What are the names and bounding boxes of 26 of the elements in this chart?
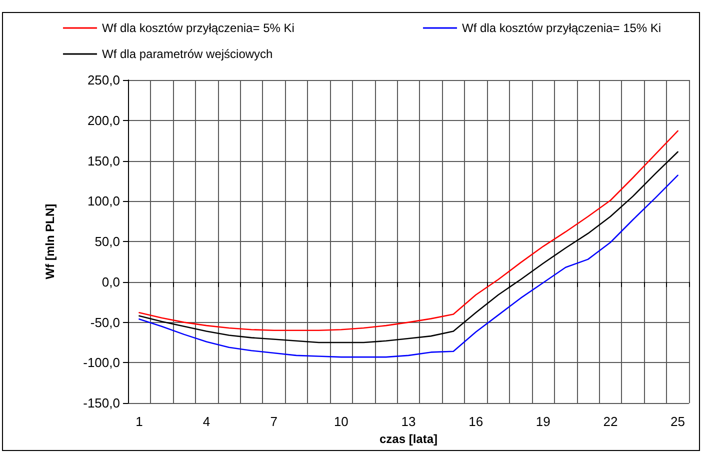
- x-tick-label: 13: [401, 414, 416, 430]
- y-tick-label: 250,0: [87, 72, 120, 88]
- y-tick-label: 0,0: [102, 274, 120, 290]
- x-axis-title: czas [lata]: [379, 432, 438, 446]
- x-tick-label: 25: [670, 414, 686, 430]
- y-tick-label: 100,0: [87, 194, 120, 209]
- y-tick-label: -50,0: [90, 314, 120, 330]
- y-axis-title: Wf [mln PLN]: [43, 204, 57, 280]
- line-series: [138, 174, 678, 358]
- x-tick-label: 10: [334, 414, 348, 430]
- x-tick-label: 19: [536, 414, 550, 430]
- y-tick-label: 200,0: [87, 112, 120, 128]
- legend-label: Wf dla kosztów przyłączenia= 15% Ki: [462, 21, 662, 35]
- line-series: [138, 130, 678, 332]
- x-tick-label: 1: [136, 414, 143, 430]
- y-tick-label: -150,0: [83, 396, 120, 411]
- x-tick-label: 7: [270, 414, 278, 430]
- legend-label: Wf dla parametrów wejściowych: [102, 47, 273, 61]
- legend-label: Wf dla kosztów przyłączenia= 5% Ki: [102, 21, 294, 35]
- y-tick-label: 150,0: [87, 153, 120, 168]
- y-tick-label: -100,0: [83, 355, 120, 370]
- x-tick-label: 16: [468, 414, 484, 430]
- x-tick-label: 22: [603, 414, 618, 430]
- x-tick-label: 4: [202, 414, 210, 430]
- y-tick-label: 50,0: [94, 234, 120, 250]
- line-series: [138, 151, 678, 344]
